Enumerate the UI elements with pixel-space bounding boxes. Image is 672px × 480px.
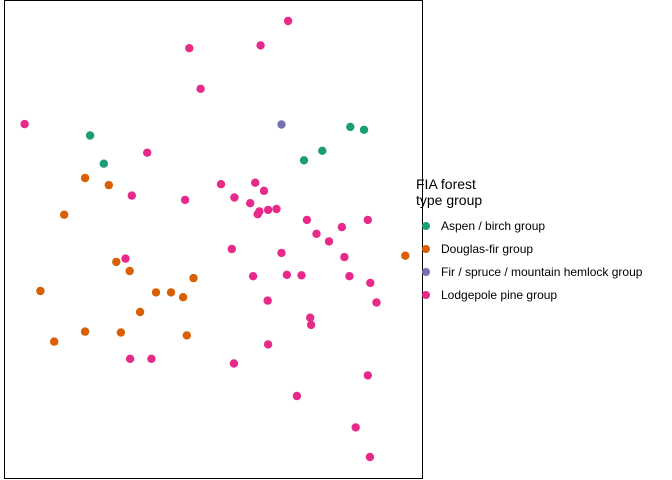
point-series-3-14 (263, 205, 273, 215)
point-series-3-12 (246, 199, 255, 208)
point-series-3-37 (147, 354, 156, 363)
point-series-1-3 (112, 257, 121, 267)
point-series-3-18 (312, 229, 321, 238)
legend-label-aspen-birch: Aspen / birch group (441, 218, 546, 233)
point-series-1-14 (50, 337, 59, 346)
point-series-3-8 (259, 186, 269, 195)
point-series-1-11 (80, 327, 90, 336)
point-series-3-3 (196, 84, 205, 94)
point-series-3-24 (340, 252, 349, 262)
point-series-1-6 (36, 286, 45, 296)
point-series-1-1 (104, 180, 114, 190)
legend-label-lodgepole-pine: Lodgepole pine group (441, 287, 558, 302)
legend-item-aspen-birch: Aspen / birch group (416, 214, 642, 237)
legend-title: FIA forest type group (416, 176, 642, 208)
legend-item-fir-spruce-hemlock: Fir / spruce / mountain hemlock group (416, 260, 642, 283)
point-series-3-26 (248, 272, 258, 281)
point-series-3-35 (263, 340, 273, 349)
point-series-1-15 (401, 251, 410, 260)
point-series-1-0 (80, 173, 90, 183)
point-series-3-10 (230, 193, 239, 202)
point-series-3-36 (125, 354, 135, 363)
point-series-3-39 (363, 371, 372, 380)
legend-swatch-douglas-fir (422, 244, 430, 253)
legend-swatch-lodgepole-pine (422, 290, 430, 299)
point-series-0-4 (346, 122, 355, 132)
point-series-1-2 (59, 210, 69, 219)
point-series-3-20 (337, 222, 347, 232)
point-series-3-21 (324, 237, 334, 246)
plot-panel-border (4, 0, 423, 479)
point-series-3-17 (302, 215, 312, 225)
legend-title-line-2: type group (416, 192, 483, 208)
legend: FIA forest type group Aspen / birch grou… (416, 176, 642, 306)
point-series-3-11 (180, 195, 190, 205)
legend-title-line-1: FIA forest (416, 176, 476, 192)
point-series-0-1 (99, 159, 109, 168)
point-series-3-5 (143, 148, 152, 157)
legend-swatch-fir-spruce-hemlock (422, 267, 430, 276)
point-series-3-25 (121, 254, 130, 263)
point-series-3-27 (282, 270, 292, 279)
point-series-3-22 (227, 244, 236, 254)
point-series-3-9 (127, 191, 136, 200)
point-series-3-4 (20, 119, 29, 129)
point-series-3-28 (297, 271, 306, 280)
point-series-2-0 (277, 120, 286, 129)
point-series-1-8 (151, 288, 161, 297)
point-series-3-41 (351, 423, 360, 432)
point-series-0-3 (318, 146, 327, 155)
legend-label-douglas-fir: Douglas-fir group (441, 241, 534, 256)
point-series-3-16 (253, 210, 262, 219)
point-series-1-4 (125, 266, 134, 276)
point-series-3-2 (185, 44, 194, 53)
point-series-3-38 (229, 359, 239, 368)
point-series-3-32 (263, 296, 272, 305)
point-series-3-19 (363, 215, 372, 225)
point-series-3-0 (283, 16, 293, 26)
legend-item-douglas-fir: Douglas-fir group (416, 237, 642, 260)
point-series-1-5 (189, 273, 198, 283)
point-series-3-30 (366, 278, 375, 288)
point-series-0-0 (85, 131, 95, 140)
point-series-3-31 (372, 298, 381, 307)
legend-swatch-aspen-birch (422, 221, 430, 230)
point-series-3-23 (277, 248, 286, 258)
point-series-3-7 (251, 178, 260, 187)
point-series-3-29 (345, 272, 354, 281)
point-series-1-12 (116, 328, 126, 337)
legend-label-fir-spruce-hemlock: Fir / spruce / mountain hemlock group (441, 264, 643, 279)
point-series-3-1 (256, 41, 265, 50)
point-series-1-7 (166, 288, 176, 297)
point-series-3-40 (292, 391, 302, 401)
point-series-0-2 (299, 156, 309, 165)
point-series-0-5 (359, 125, 369, 134)
point-series-1-10 (135, 307, 145, 317)
point-series-1-9 (178, 293, 188, 302)
point-series-3-6 (216, 180, 226, 189)
point-series-1-13 (182, 331, 191, 340)
point-series-3-15 (272, 204, 281, 214)
data-points (20, 16, 410, 462)
point-series-3-34 (306, 320, 316, 330)
point-series-3-42 (365, 452, 375, 462)
legend-item-lodgepole-pine: Lodgepole pine group (416, 283, 642, 306)
point-series-3-33 (306, 313, 315, 322)
